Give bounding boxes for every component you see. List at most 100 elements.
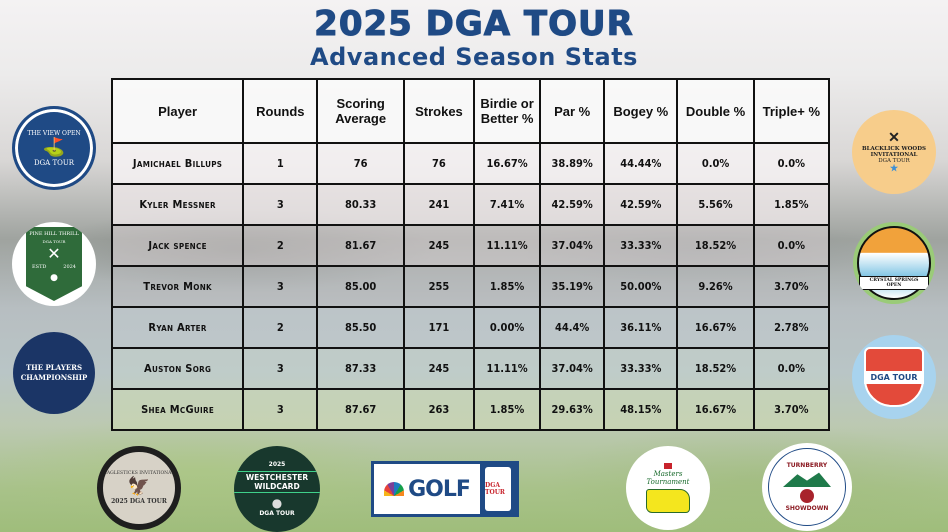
par-cell: 35.19% [539, 265, 606, 308]
eaglesticks-top: EAGLESTICKS INVITATIONAL [103, 471, 175, 476]
page-title: 2025 DGA TOUR [314, 4, 634, 44]
pine-hill-thrill-logo: PINE HILL THRILL DGA TOUR ✕ ESTD 2024 ● [12, 222, 96, 306]
bogey-cell: 33.33% [603, 224, 679, 267]
rounds-cell: 2 [242, 224, 319, 267]
player-name: Jamichael Billups [110, 142, 245, 185]
blacklick-line2: INVITATIONAL [870, 152, 918, 158]
turnberry-top: TURNBERRY [786, 462, 828, 469]
view-open-logo: THE VIEW OPEN ⛳ DGA TOUR [12, 106, 96, 190]
golf-ball-icon: ● [50, 273, 58, 283]
par-cell: 38.89% [539, 142, 606, 185]
bogey-cell: 33.33% [603, 347, 679, 390]
crossed-clubs-icon: ⛳ [42, 136, 66, 158]
eaglesticks-invitational-logo: EAGLESTICKS INVITATIONAL 🦅 2025 DGA TOUR [97, 446, 181, 530]
par-cell: 37.04% [539, 224, 606, 267]
usa-map-icon [646, 489, 690, 513]
turnberry-ring: TURNBERRY SHOWDOWN [768, 448, 846, 526]
westchester-sub: DGA TOUR [259, 510, 295, 517]
column-header-birdie-or-better: Birdie or Better % [473, 78, 542, 144]
triple-plus-cell: 0.0% [752, 347, 831, 390]
rounds-cell: 3 [242, 388, 319, 431]
cumberland-band: DGA TOUR [864, 370, 924, 384]
nbc-golf-logo: GOLF DGA TOUR [371, 461, 519, 517]
golf-logo-right: DGA TOUR [480, 464, 516, 514]
pine-hill-title: PINE HILL THRILL [29, 231, 79, 237]
table-row: Kyler Messner 3 80.33 241 7.41% 42.59% 4… [110, 183, 831, 226]
blacklick-sub: DGA TOUR [878, 158, 910, 164]
pine-hill-sub: DGA TOUR [42, 239, 66, 244]
stats-table: Player Rounds Scoring Average Strokes Bi… [110, 78, 831, 431]
player-name: Jack spence [110, 224, 245, 267]
westchester-year: 2025 [268, 461, 286, 468]
double-cell: 5.56% [676, 183, 755, 226]
strokes-cell: 263 [402, 388, 476, 431]
column-header-par: Par % [539, 78, 606, 144]
golf-logo-left: GOLF [374, 464, 480, 514]
table-row: Auston Sorg 3 87.33 245 11.11% 37.04% 33… [110, 347, 831, 390]
double-cell: 18.52% [676, 224, 755, 267]
cumberland-trails-logo: DGA TOUR [852, 335, 936, 419]
strokes-cell: 76 [402, 142, 476, 185]
flag-icon [664, 463, 672, 469]
table-header-row: Player Rounds Scoring Average Strokes Bi… [110, 78, 831, 144]
player-name: Kyler Messner [110, 183, 245, 226]
masters-line1: Masters [653, 470, 683, 478]
westchester-wildcard-logo: 2025 WESTCHESTER WILDCARD ● DGA TOUR [234, 446, 320, 532]
view-open-top-text: THE VIEW OPEN [27, 129, 81, 137]
strokes-cell: 241 [402, 183, 476, 226]
mountain-river-icon: CRYSTAL SPRINGS OPEN [857, 226, 931, 300]
triple-plus-cell: 2.78% [752, 306, 831, 349]
double-cell: 16.67% [676, 306, 755, 349]
scoring-average-cell: 81.67 [316, 224, 405, 267]
player-name: Trevor Monk [110, 265, 245, 308]
double-cell: 9.26% [676, 265, 755, 308]
column-header-scoring-average: Scoring Average [316, 78, 405, 144]
column-header-strokes: Strokes [402, 78, 476, 144]
table-row: Jamichael Billups 1 76 76 16.67% 38.89% … [110, 142, 831, 185]
birdie-cell: 1.85% [473, 388, 542, 431]
crossed-clubs-icon: ✕ [47, 244, 61, 263]
masters-line2: Tournament [646, 478, 690, 486]
scoring-average-cell: 85.00 [316, 265, 405, 308]
pine-hill-year: 2024 [63, 264, 76, 270]
golf-ball-icon [800, 489, 814, 503]
dga-tour-badge: DGA TOUR [485, 467, 511, 511]
double-cell: 0.0% [676, 142, 755, 185]
mountain-icon [783, 472, 831, 487]
rounds-cell: 2 [242, 306, 319, 349]
birdie-cell: 7.41% [473, 183, 542, 226]
rounds-cell: 3 [242, 265, 319, 308]
crystal-springs-open-logo: CRYSTAL SPRINGS OPEN [853, 222, 935, 304]
scoring-average-cell: 80.33 [316, 183, 405, 226]
bogey-cell: 36.11% [603, 306, 679, 349]
eagle-icon: 🦅 [127, 476, 151, 497]
strokes-cell: 171 [402, 306, 476, 349]
column-header-double: Double % [676, 78, 755, 144]
rounds-cell: 3 [242, 347, 319, 390]
peacock-icon [384, 482, 405, 496]
pine-hill-estd: ESTD [32, 264, 47, 270]
scoring-average-cell: 85.50 [316, 306, 405, 349]
scoring-average-cell: 87.33 [316, 347, 405, 390]
birdie-cell: 1.85% [473, 265, 542, 308]
bogey-cell: 42.59% [603, 183, 679, 226]
rounds-cell: 3 [242, 183, 319, 226]
triple-plus-cell: 1.85% [752, 183, 831, 226]
view-open-bottom-text: DGA TOUR [33, 158, 75, 167]
turnberry-showdown-logo: TURNBERRY SHOWDOWN [762, 443, 852, 531]
players-line1: THE PLAYERS [25, 363, 83, 372]
column-header-rounds: Rounds [242, 78, 319, 144]
crystal-name: CRYSTAL SPRINGS OPEN [859, 276, 929, 290]
westchester-name: WESTCHESTER WILDCARD [234, 471, 320, 493]
triple-plus-cell: 0.0% [752, 142, 831, 185]
scoring-average-cell: 76 [316, 142, 405, 185]
golfer-shield-icon: DGA TOUR [864, 347, 924, 407]
player-name: Auston Sorg [110, 347, 245, 390]
table-row: Ryan Arter 2 85.50 171 0.00% 44.4% 36.11… [110, 306, 831, 349]
par-cell: 44.4% [539, 306, 606, 349]
bogey-cell: 50.00% [603, 265, 679, 308]
table-row: Jack spence 2 81.67 245 11.11% 37.04% 33… [110, 224, 831, 267]
crossed-clubs-icon: ✕ [888, 130, 900, 146]
players-championship-logo: THE PLAYERS CHAMPIONSHIP [13, 332, 95, 414]
birdie-cell: 11.11% [473, 224, 542, 267]
